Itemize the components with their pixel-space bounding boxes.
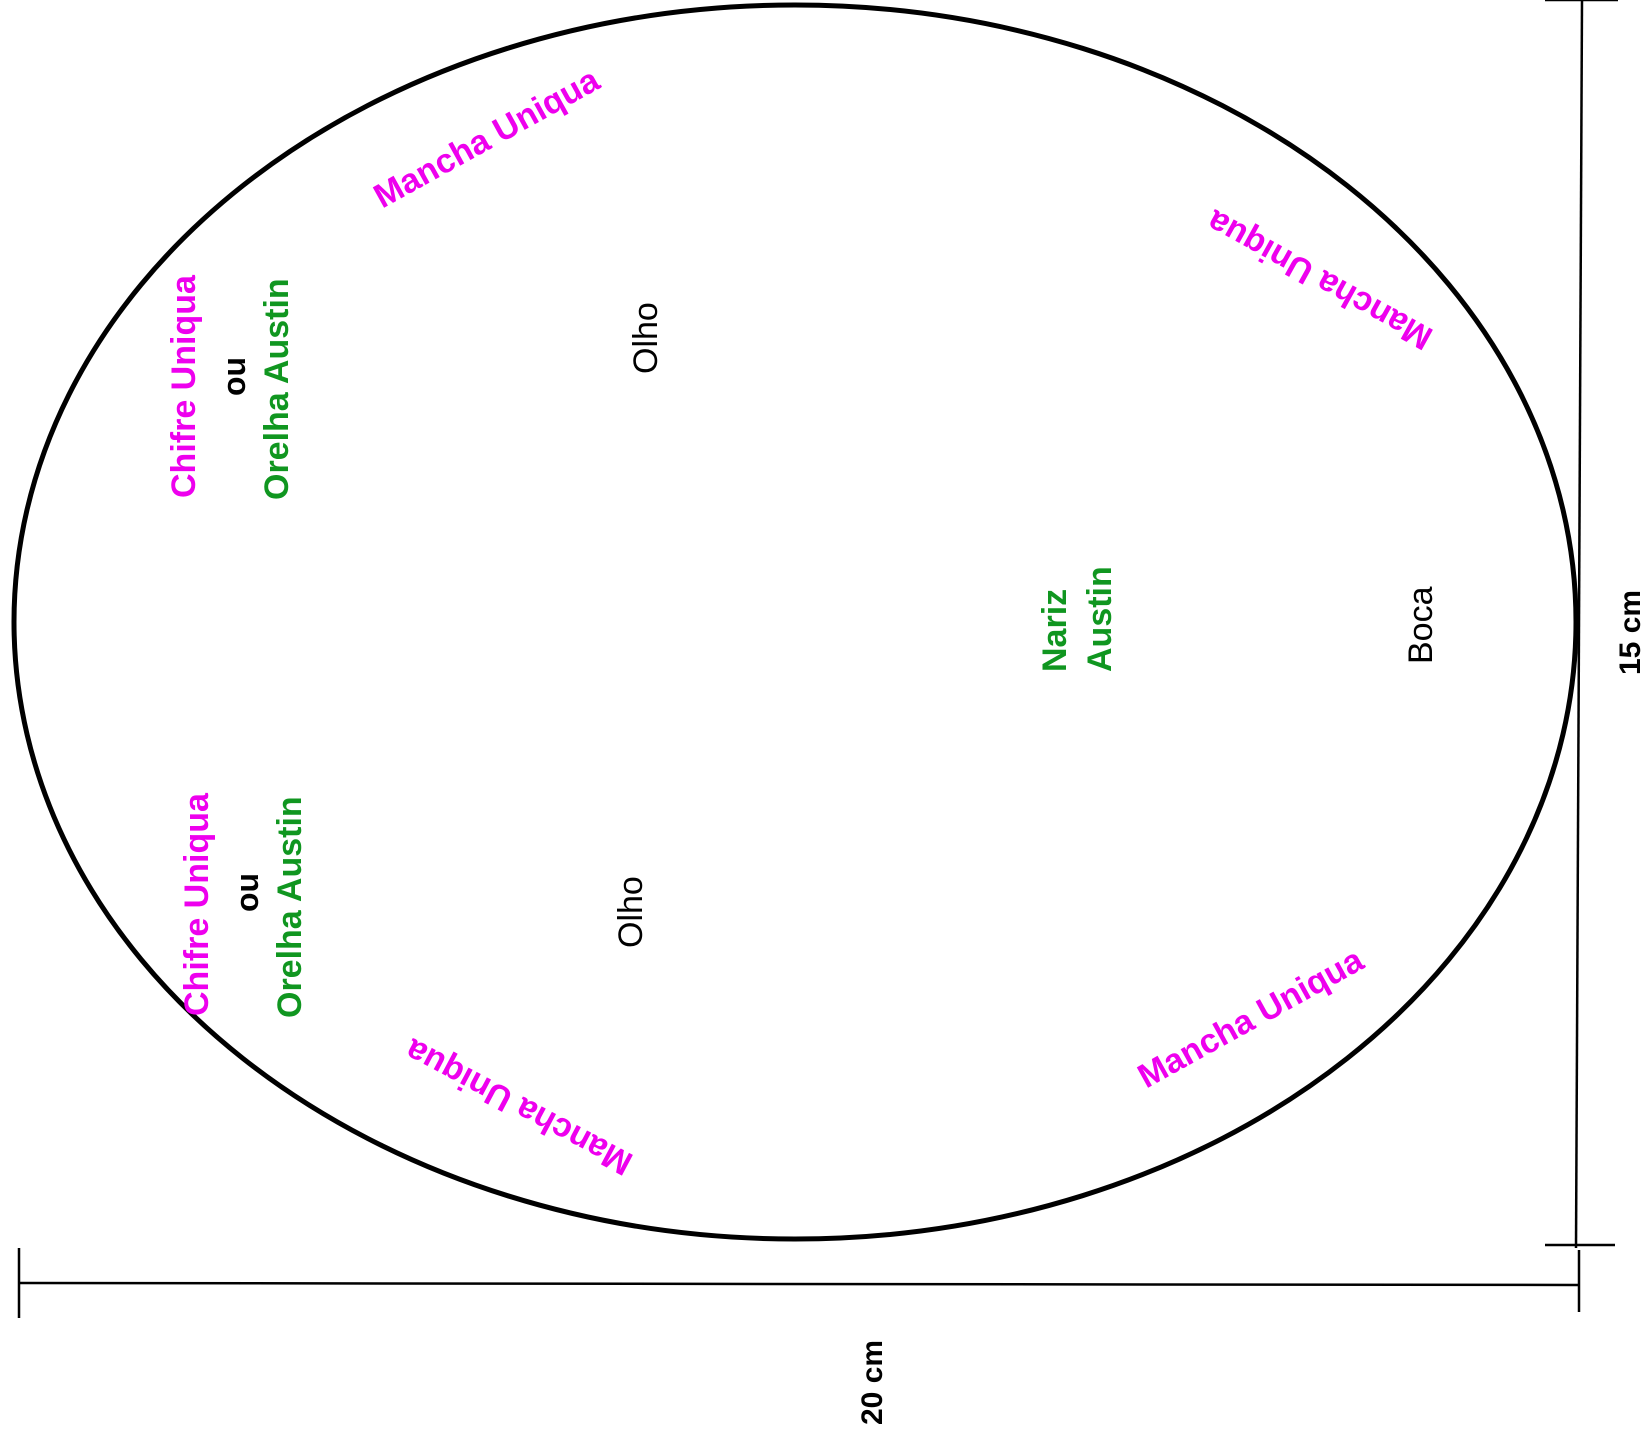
mancha-uniqua-top-right-label: Mancha Uniqua [1200,202,1439,358]
mancha-uniqua-bottom-right-label: Mancha Uniqua [1132,940,1371,1096]
width-dimension-line [17,1248,1581,1318]
mancha-uniqua-bottom-left-label: Mancha Uniqua [398,1030,639,1182]
ou-bottom-label: ou [229,873,265,912]
olho-bottom-label: Olho [612,876,650,948]
nariz-label: Nariz [1036,589,1074,672]
height-dimension-line [1545,0,1618,1249]
olho-top-label: Olho [627,302,665,374]
height-dimension-label: 15 cm [1614,590,1643,675]
austin-nose-label: Austin [1081,566,1119,672]
boca-label: Boca [1402,586,1440,664]
orelha-austin-bottom-label: Orelha Austin [271,796,309,1018]
chifre-uniqua-top-label: Chifre Uniqua [165,274,203,498]
ou-top-label: ou [216,357,252,396]
mancha-uniqua-top-left-label: Mancha Uniqua [368,60,607,216]
head-outline-ellipse [11,2,1579,1242]
orelha-austin-top-label: Orelha Austin [258,278,296,500]
width-dimension-label: 20 cm [856,1340,889,1425]
chifre-uniqua-bottom-label: Chifre Uniqua [178,792,216,1016]
